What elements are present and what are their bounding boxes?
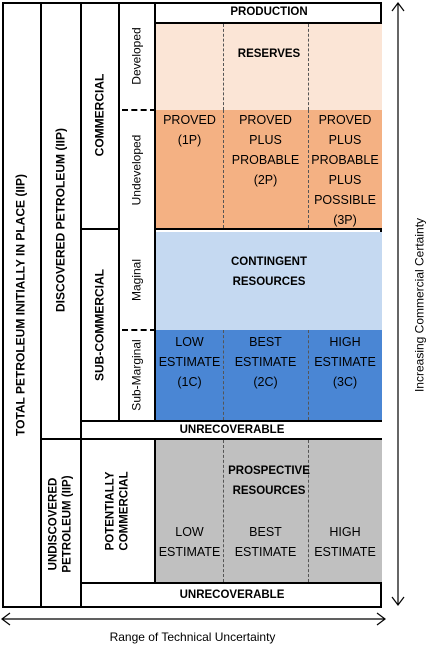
prospective-title: PROSPECTIVE RESOURCES [228, 465, 310, 497]
sub-commercial-class: SUB-COMMERCIAL [82, 230, 120, 420]
total-iip-label: TOTAL PETROLEUM INITIALLY IN PLACE (IIP) [13, 173, 28, 437]
sub-marginal-label: Sub-Marginal [129, 339, 144, 411]
reserves-title: RESERVES [237, 48, 301, 60]
marginal-label: Maginal [129, 258, 144, 302]
production-label: PRODUCTION [230, 6, 308, 18]
subclass-sub-marginal: Sub-Marginal [120, 330, 156, 420]
potentially-commercial-class: POTENTIALLY COMMERCIAL [82, 440, 156, 582]
reserves-col-divider-2 [308, 24, 309, 110]
reserves-2p: PROVED PLUS PROBABLE (2P) [231, 113, 300, 187]
subclass-marginal: Maginal [120, 230, 156, 330]
prospective-area: PROSPECTIVE RESOURCES LOW ESTIMATE BEST … [156, 440, 382, 582]
x-axis-label: Range of Technical Uncertainty [109, 630, 276, 644]
unrecoverable-undiscovered-row: UNRECOVERABLE [82, 582, 382, 608]
contingent-2c: BEST ESTIMATE (2C) [234, 335, 297, 389]
reserves-1p: PROVED (1P) [163, 113, 216, 147]
unrecoverable-undiscovered-label: UNRECOVERABLE [179, 589, 285, 601]
prospective-high: HIGH ESTIMATE [314, 525, 376, 559]
unrecoverable-discovered-row: UNRECOVERABLE [82, 420, 382, 440]
production-row: PRODUCTION [156, 2, 382, 24]
commercial-class: COMMERCIAL [82, 2, 120, 230]
prospective-col-divider-1 [223, 440, 224, 582]
contingent-3c: HIGH ESTIMATE (3C) [314, 335, 376, 389]
undiscovered-column: UNDISCOVERED PETROLEUM (IIP) [42, 440, 82, 608]
reserves-3p: PROVED PLUS PROBABLE PLUS POSSIBLE (3P) [311, 113, 379, 227]
reserves-col-divider-1b [223, 110, 224, 228]
contingent-col-divider-1 [223, 330, 224, 420]
contingent-submarginal-area: LOW ESTIMATE (1C) BEST ESTIMATE (2C) HIG… [156, 330, 382, 420]
discovered-column: DISCOVERED PETROLEUM (IIP) [42, 2, 82, 440]
contingent-col-divider-2 [308, 330, 309, 420]
prospective-col-divider-2 [308, 440, 309, 582]
marginal-divider [122, 329, 156, 331]
prospective-best: BEST ESTIMATE [234, 525, 297, 559]
sub-commercial-label: SUB-COMMERCIAL [92, 269, 107, 381]
prospective-low: LOW ESTIMATE [158, 525, 221, 559]
unrecoverable-discovered-label: UNRECOVERABLE [179, 424, 285, 436]
contingent-1c: LOW ESTIMATE (1C) [158, 335, 221, 389]
reserves-developed-area: RESERVES [156, 24, 382, 110]
subclass-undeveloped: Undeveloped [120, 110, 156, 230]
subclass-developed: Developed [120, 2, 156, 110]
developed-label: Developed [129, 27, 144, 85]
contingent-marginal-area: CONTINGENT RESOURCES [156, 232, 382, 330]
horizontal-arrow-icon [1, 612, 386, 626]
potentially-commercial-label: POTENTIALLY COMMERCIAL [104, 471, 131, 551]
undiscovered-label: UNDISCOVERED PETROLEUM (IIP) [47, 475, 74, 573]
y-axis-label: Increasing Commercial Certainty [412, 217, 427, 393]
reserves-col-divider-2b [308, 110, 309, 228]
total-iip-column: TOTAL PETROLEUM INITIALLY IN PLACE (IIP) [2, 2, 42, 608]
y-axis-label-box: Increasing Commercial Certainty [405, 0, 435, 610]
undeveloped-label: Undeveloped [129, 134, 144, 206]
reserves-undeveloped-area: PROVED (1P) PROVED PLUS PROBABLE (2P) PR… [156, 110, 382, 230]
contingent-title: CONTINGENT RESOURCES [230, 256, 308, 288]
reserves-col-divider-1 [223, 24, 224, 110]
vertical-arrow-icon [391, 1, 405, 606]
developed-divider [122, 109, 156, 111]
discovered-label: DISCOVERED PETROLEUM (IIP) [53, 127, 68, 313]
commercial-label: COMMERCIAL [92, 73, 107, 157]
